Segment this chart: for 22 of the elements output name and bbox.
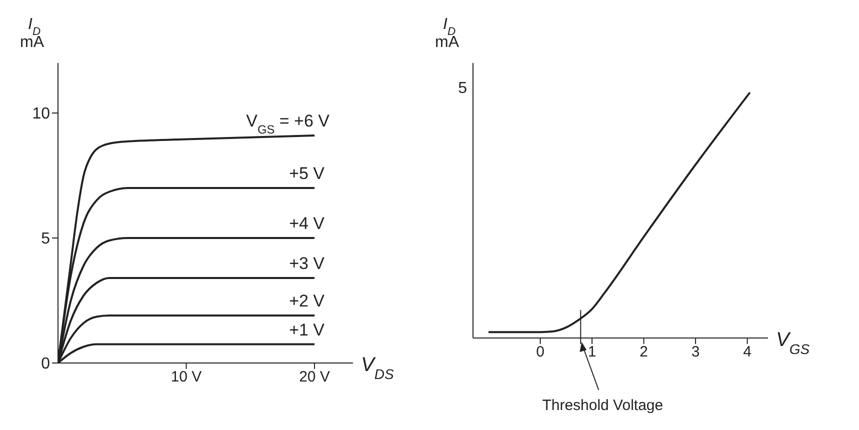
x-tick-label: 4 [743, 344, 752, 361]
series-label: +5 V [289, 164, 326, 183]
y-axis-title: I$_{D}$ mA [20, 16, 44, 51]
y-tick-label: 5 [41, 230, 50, 248]
x-axis-title: V$_{DS}$ [361, 354, 394, 382]
y-axis-title: I$_{D}$ mA [435, 16, 460, 51]
x-tick-label: 1 [588, 344, 596, 361]
x-tick-label: 10 V [170, 368, 202, 386]
x-tick-label: 20 V [299, 368, 330, 386]
x-tick-label: 2 [640, 344, 648, 361]
ref-line-label: Threshold Voltage [542, 397, 664, 414]
series-label: +1 V [289, 320, 326, 340]
series-label: +2 V [289, 292, 326, 310]
x-axis-title: V$_{GS}$ [776, 329, 810, 357]
x-tick-label: 3 [691, 344, 700, 361]
series-label: V$_{GS}$ = +6 V [246, 112, 330, 136]
y-tick-label: 10 [32, 106, 50, 123]
series-label: +3 V [289, 254, 326, 273]
text: 5 [458, 80, 468, 97]
series-label: +4 V [289, 214, 326, 233]
y-tick-label: 0 [41, 356, 50, 373]
x-tick-label: 0 [536, 344, 544, 361]
